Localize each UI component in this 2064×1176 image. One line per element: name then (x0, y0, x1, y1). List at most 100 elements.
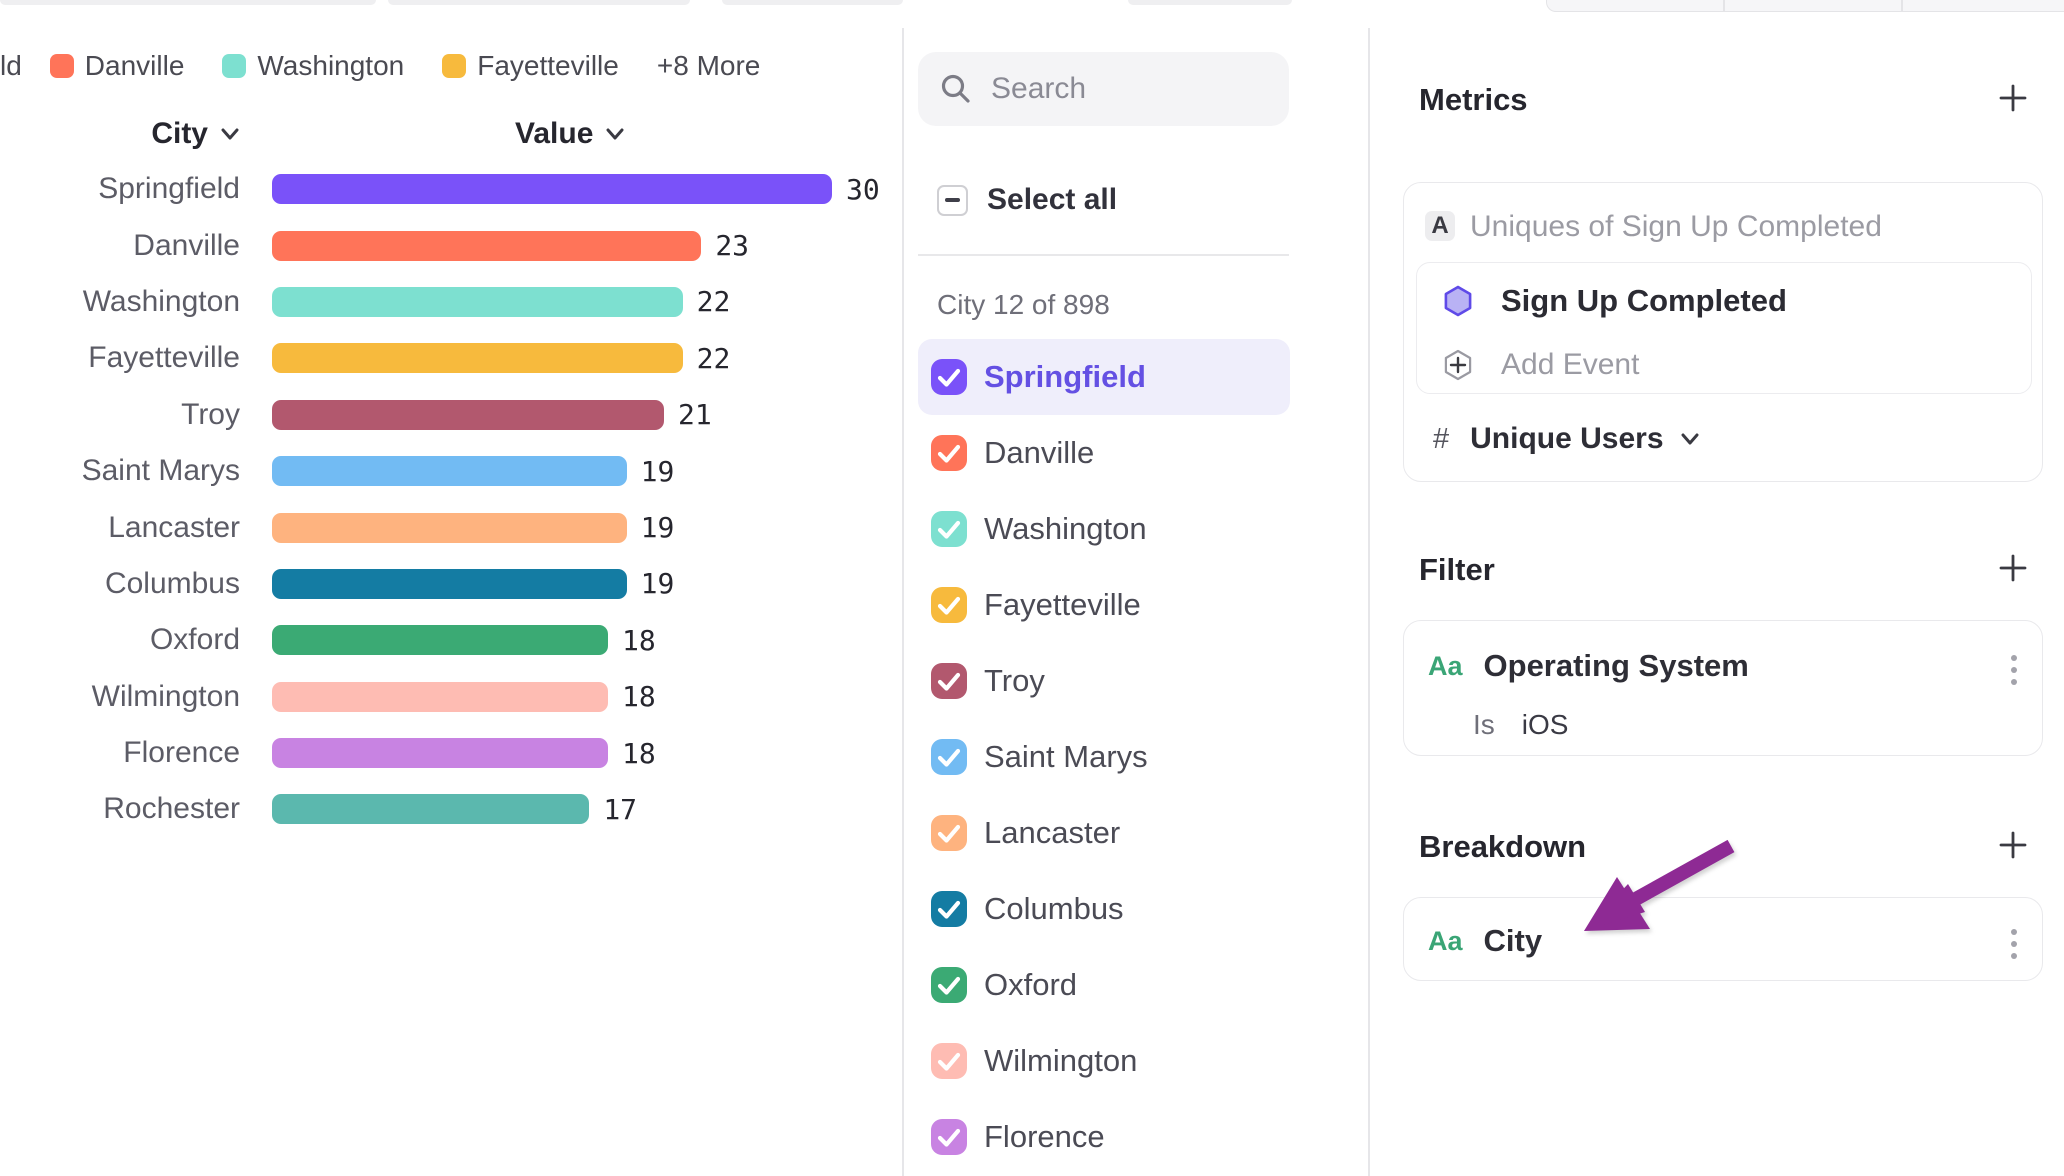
top-tab-stub (1128, 0, 1292, 5)
chart-row: Columbus 19 (0, 556, 902, 612)
legend-item-truncated[interactable]: ld (0, 50, 22, 81)
search-placeholder: Search (991, 72, 1087, 105)
search-input[interactable]: Search (918, 52, 1289, 126)
chart-column-header-city[interactable]: City (110, 117, 240, 151)
city-list-item[interactable]: Wilmington (918, 1023, 1290, 1099)
legend-item[interactable]: Danville (49, 50, 184, 82)
chart-category-label: Troy (181, 397, 240, 431)
chart-row: Fayetteville 22 (0, 330, 902, 386)
legend-swatch (49, 54, 74, 78)
chart-value-label: 18 (622, 623, 656, 657)
filter-property-label: Operating System (1483, 648, 1749, 683)
city-checkbox[interactable] (931, 511, 967, 547)
city-checkbox[interactable] (931, 967, 967, 1003)
chart-category-label: Saint Marys (81, 454, 240, 488)
filter-operator: Is (1473, 709, 1495, 740)
chart-category-label: Danville (133, 228, 240, 262)
series-label: Uniques of Sign Up Completed (1470, 210, 1882, 243)
chart-row: Danville 23 (0, 217, 902, 273)
legend-more-label[interactable]: +8 More (656, 50, 761, 81)
chart-bar[interactable] (272, 174, 832, 205)
city-checkbox[interactable] (931, 815, 967, 851)
city-label: Troy (984, 663, 1045, 698)
kebab-menu-icon[interactable] (2011, 929, 2017, 959)
city-list-item[interactable]: Saint Marys (918, 719, 1290, 795)
kebab-menu-icon[interactable] (2011, 655, 2017, 685)
filter-value: iOS (1521, 709, 1569, 740)
city-checkbox[interactable] (931, 1043, 967, 1079)
city-checkbox[interactable] (931, 587, 967, 623)
filter-property-row[interactable]: Aa Operating System (1428, 648, 1749, 684)
chart-row: Oxford 18 (0, 612, 902, 668)
chart-value-label: 22 (696, 341, 731, 375)
select-all-checkbox[interactable] (937, 184, 968, 216)
select-all-label: Select all (987, 183, 1118, 216)
legend-swatch (442, 54, 467, 78)
property-type-icon: Aa (1428, 925, 1463, 956)
city-label: Washington (984, 511, 1147, 546)
add-filter-button[interactable] (1997, 552, 2029, 584)
city-checkbox[interactable] (931, 739, 967, 775)
event-row[interactable]: Sign Up Completed (1442, 283, 1787, 319)
top-tab-stub (722, 0, 903, 5)
city-checkbox[interactable] (931, 435, 967, 471)
chart-bar[interactable] (272, 456, 627, 487)
city-list-item[interactable]: Fayetteville (918, 567, 1290, 643)
chart-bar[interactable] (272, 343, 683, 374)
measure-selector[interactable]: # Unique Users (1433, 421, 1700, 457)
chart-value-label: 18 (622, 736, 656, 770)
filter-condition-row[interactable]: Is iOS (1473, 709, 1568, 741)
city-list-item[interactable]: Columbus (918, 871, 1290, 947)
city-list-item[interactable]: Oxford (918, 947, 1290, 1023)
filter-card: Aa Operating System Is iOS (1403, 620, 2043, 756)
legend-label: Washington (257, 50, 405, 81)
chart-value-label: 19 (640, 567, 675, 601)
segmented-control-partial[interactable] (1546, 0, 2064, 12)
add-breakdown-button[interactable] (1997, 829, 2029, 861)
city-checkbox[interactable] (931, 891, 967, 927)
city-label: Oxford (984, 967, 1078, 1002)
chart-bar[interactable] (272, 286, 683, 317)
legend-item[interactable]: Fayetteville (442, 50, 619, 82)
indeterminate-icon (945, 198, 960, 202)
breakdown-card: Aa City (1403, 897, 2043, 981)
city-checkbox-list: Springfield Danville Washington Fayettevill… (918, 339, 1290, 1175)
chart-row: Lancaster 19 (0, 499, 902, 555)
chart-value-label: 19 (640, 454, 675, 488)
chevron-down-icon (1680, 432, 1700, 446)
city-list-item[interactable]: Springfield (918, 339, 1290, 415)
chart-bar[interactable] (272, 738, 608, 769)
chart-bar[interactable] (272, 794, 590, 825)
add-event-icon (1444, 349, 1472, 381)
chart-bar[interactable] (272, 625, 608, 656)
chart-category-label: Oxford (149, 623, 240, 657)
add-event-row[interactable]: Add Event (1442, 347, 1639, 383)
chart-column-header-value[interactable]: Value (515, 117, 625, 151)
chart-bar[interactable] (272, 399, 664, 430)
chart-value-label: 30 (846, 172, 880, 206)
legend-item[interactable]: Washington (222, 50, 404, 82)
chart-bar[interactable] (272, 230, 702, 261)
chart-value-label: 19 (640, 511, 675, 545)
chart-bar[interactable] (272, 512, 627, 543)
select-all-row[interactable]: Select all (937, 183, 1118, 216)
breakdown-property-row[interactable]: Aa City (1428, 923, 1542, 959)
chart-legend: ld Danville Washington Fayetteville +8 More (0, 48, 798, 84)
measure-label: Unique Users (1470, 422, 1664, 455)
chart-bar[interactable] (272, 681, 608, 712)
city-checkbox[interactable] (931, 1119, 967, 1155)
add-metric-button[interactable] (1997, 82, 2029, 114)
city-list-item[interactable]: Troy (918, 643, 1290, 719)
city-checkbox[interactable] (931, 359, 967, 395)
city-list-item[interactable]: Washington (918, 491, 1290, 567)
city-list-item[interactable]: Florence (918, 1099, 1290, 1175)
breakdown-section-title: Breakdown (1419, 829, 1587, 864)
city-list-item[interactable]: Lancaster (918, 795, 1290, 871)
chart-value-label: 17 (603, 792, 638, 826)
metrics-section-title: Metrics (1419, 82, 1528, 117)
chevron-down-icon (605, 127, 625, 141)
city-checkbox[interactable] (931, 663, 967, 699)
city-list-item[interactable]: Danville (918, 415, 1290, 491)
chart-bar[interactable] (272, 568, 627, 599)
